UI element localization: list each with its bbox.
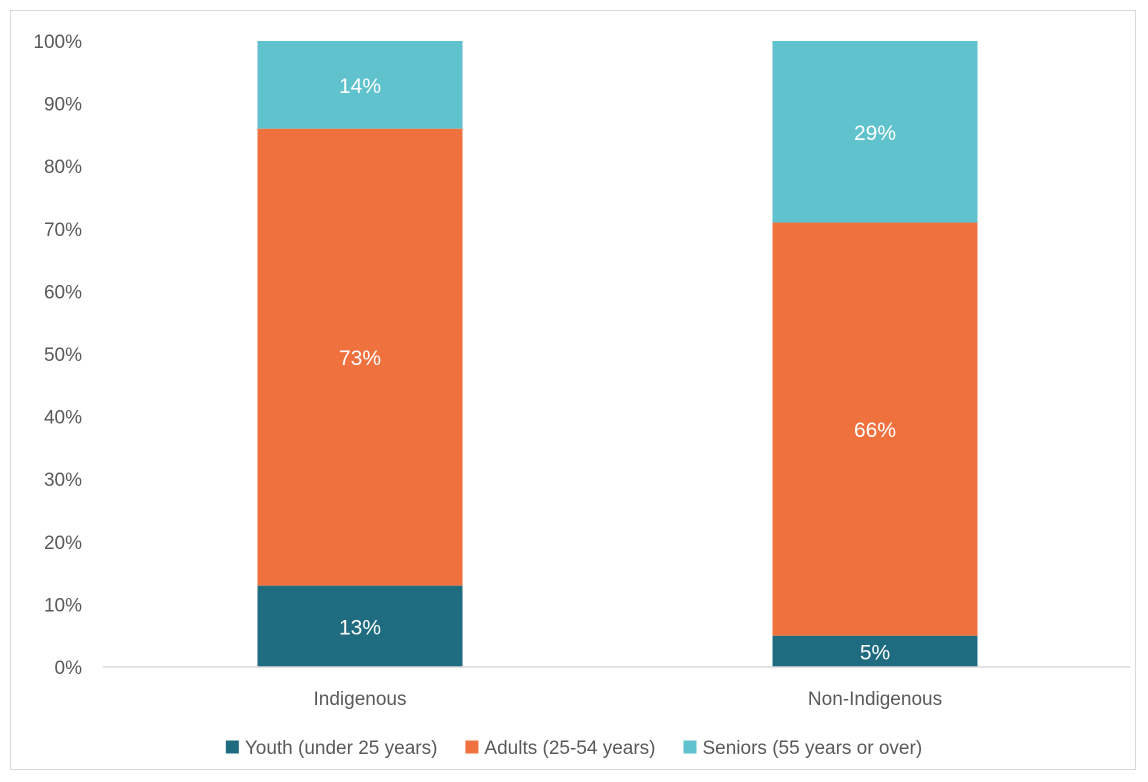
legend-swatch	[225, 740, 239, 754]
legend-item: Adults (25-54 years)	[465, 738, 656, 759]
legend-swatch	[683, 740, 697, 754]
legend-item: Seniors (55 years or over)	[683, 738, 923, 759]
legend: Youth (under 25 years) Adults (25-54 year…	[225, 738, 923, 759]
data-label: 73%	[339, 347, 381, 370]
bar-segment	[257, 585, 463, 667]
data-label: 14%	[339, 75, 381, 98]
legend-swatch	[465, 740, 479, 754]
data-label: 66%	[854, 419, 896, 442]
y-tick-label: 30%	[44, 470, 82, 491]
bar-segment	[772, 41, 978, 223]
y-tick-label: 80%	[44, 157, 82, 178]
y-tick-label: 0%	[55, 658, 83, 679]
x-tick-label: Non-Indigenous	[808, 689, 942, 710]
data-label: 13%	[339, 616, 381, 639]
y-tick-label: 90%	[44, 95, 82, 116]
y-tick-label: 100%	[33, 32, 82, 53]
bars: 13% 73% 14% 5% 66% 29%	[257, 41, 978, 667]
bar-segment	[772, 635, 978, 667]
legend-label: Seniors (55 years or over)	[703, 738, 923, 759]
y-tick-label: 20%	[44, 533, 82, 554]
x-axis-labels: Indigenous Non-Indigenous	[314, 689, 943, 710]
legend-label: Youth (under 25 years)	[245, 738, 438, 759]
bar-segment	[772, 222, 978, 636]
data-label: 29%	[854, 122, 896, 145]
x-tick-label: Indigenous	[314, 689, 407, 710]
data-label: 5%	[860, 641, 890, 664]
legend-item: Youth (under 25 years)	[225, 738, 438, 759]
y-axis: 0% 10% 20% 30% 40% 50% 60% 70% 80% 90% 100%	[33, 32, 82, 679]
y-tick-label: 10%	[44, 595, 82, 616]
y-tick-label: 60%	[44, 282, 82, 303]
y-tick-label: 40%	[44, 408, 82, 429]
bar-segment	[257, 41, 463, 129]
bar-segment	[257, 128, 463, 586]
y-tick-label: 70%	[44, 220, 82, 241]
y-tick-label: 50%	[44, 345, 82, 366]
legend-label: Adults (25-54 years)	[484, 738, 655, 759]
